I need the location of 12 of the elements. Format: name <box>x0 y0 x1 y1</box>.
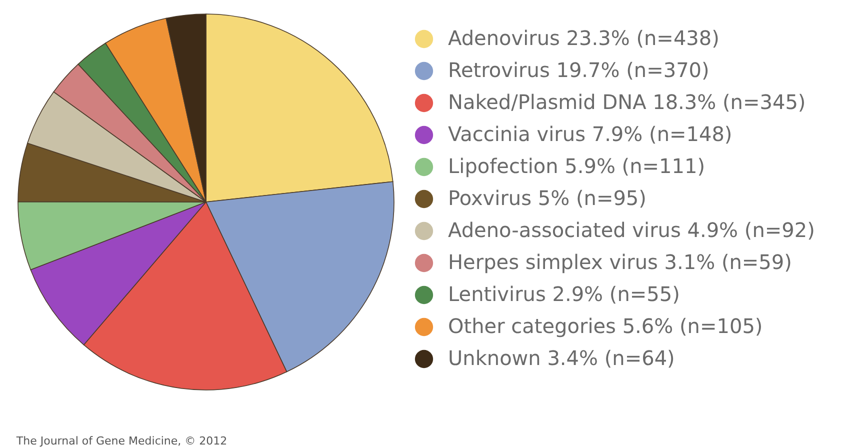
legend-label: Lipofection 5.9% (n=111) <box>448 154 706 178</box>
legend-label: Adeno-associated virus 4.9% (n=92) <box>448 218 815 242</box>
legend-label: Herpes simplex virus 3.1% (n=59) <box>448 250 792 274</box>
legend-label: Naked/Plasmid DNA 18.3% (n=345) <box>448 90 806 114</box>
legend-label: Adenovirus 23.3% (n=438) <box>448 26 720 50</box>
legend-label: Vaccinia virus 7.9% (n=148) <box>448 122 732 146</box>
text: The Journal of Gene Medicine, © 2012 <box>15 434 228 448</box>
legend-label: Poxvirus 5% (n=95) <box>448 186 646 210</box>
legend-label: Unknown 3.4% (n=64) <box>448 346 675 370</box>
legend-label: Other categories 5.6% (n=105) <box>448 314 763 338</box>
legend-label: Lentivirus 2.9% (n=55) <box>448 282 680 306</box>
legend-label: Retrovirus 19.7% (n=370) <box>448 58 710 82</box>
